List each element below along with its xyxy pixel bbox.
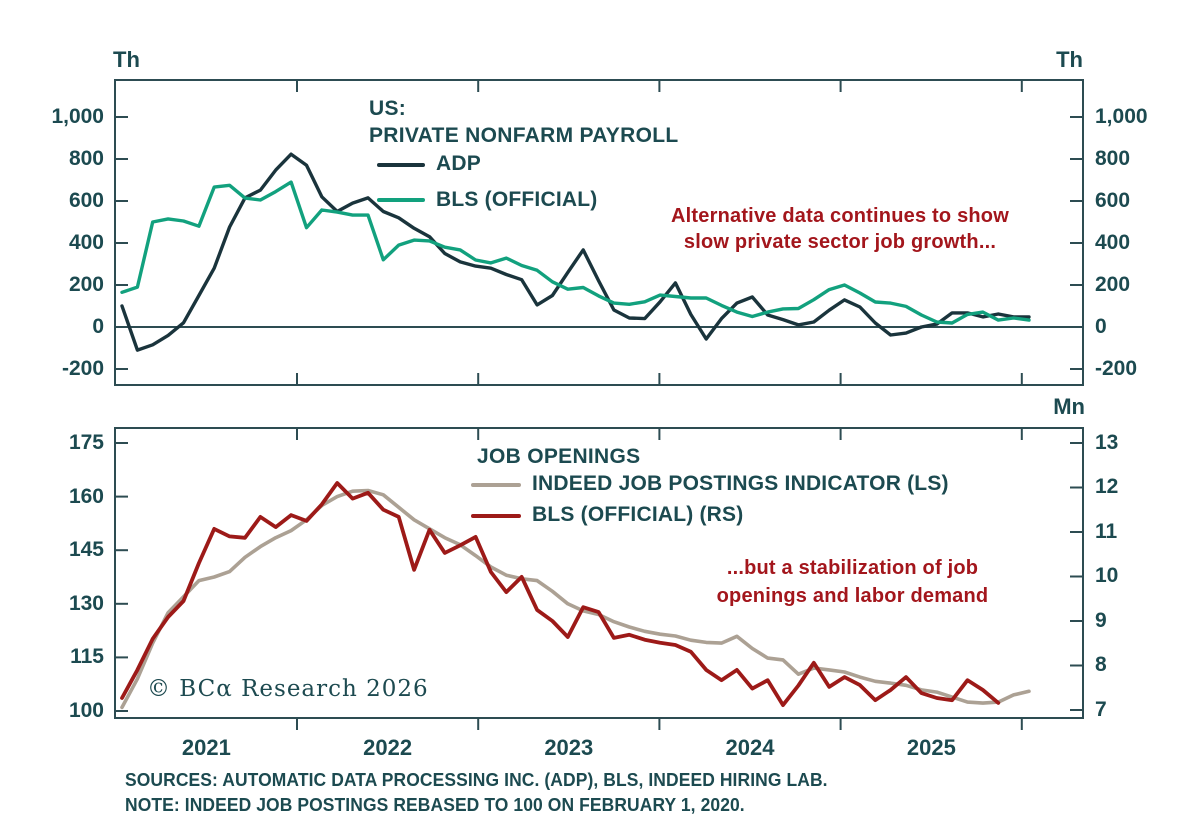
legend-label-indeed: INDEED JOB POSTINGS INDICATOR (LS) <box>532 472 949 495</box>
sources-note: SOURCES: AUTOMATIC DATA PROCESSING INC. … <box>125 770 828 790</box>
x-axis-year-label: 2022 <box>363 735 413 760</box>
y-axis-tick-label: -200 <box>1095 356 1138 380</box>
y-axis-tick-label: 160 <box>68 484 104 508</box>
bca-watermark: © BCα Research 2026 <box>147 676 429 702</box>
top-panel-unit-right: Th <box>1056 47 1083 72</box>
top-panel-title-line1: US: <box>369 97 407 120</box>
series-line-bls-official <box>120 180 1031 325</box>
legend-label-bls: BLS (OFFICIAL) <box>436 188 598 211</box>
bottom-panel-title: JOB OPENINGS <box>477 445 641 468</box>
series-line-adp <box>120 152 1031 352</box>
y-axis-tick-label: 130 <box>68 591 104 615</box>
y-axis-tick-label: 9 <box>1095 608 1107 632</box>
y-axis-tick-label: 100 <box>68 698 104 722</box>
x-axis-year-label: 2023 <box>544 735 594 760</box>
y-axis-tick-label: 200 <box>1095 272 1131 296</box>
y-axis-tick-label: 1,000 <box>1095 105 1148 128</box>
bottom-annotation-line1: ...but a stabilization of job <box>726 557 979 579</box>
y-axis-tick-label: 175 <box>68 431 104 454</box>
top-panel-title-line2: PRIVATE NONFARM PAYROLL <box>369 124 679 147</box>
y-axis-tick-label: 1,000 <box>51 105 104 128</box>
legend-label-adp: ADP <box>436 152 481 175</box>
y-axis-tick-label: 800 <box>68 147 104 170</box>
bls-rs-line-swatch <box>471 514 521 518</box>
y-axis-tick-label: 115 <box>70 645 104 669</box>
top-annotation-line1: Alternative data continues to show <box>671 205 1009 227</box>
y-axis-tick-label: 7 <box>1095 697 1107 721</box>
y-axis-tick-label: 0 <box>1095 314 1107 338</box>
top-annotation-line2: slow private sector job growth... <box>683 231 997 253</box>
bottom-panel-annotation: ...but a stabilization of job openings a… <box>640 554 1065 610</box>
y-axis-tick-label: 200 <box>68 272 104 296</box>
top-panel-title: US: PRIVATE NONFARM PAYROLL <box>369 95 678 149</box>
bls-line-swatch <box>377 198 425 202</box>
y-axis-tick-label: 600 <box>1095 189 1131 212</box>
y-axis-tick-label: 10 <box>1095 564 1119 588</box>
series-line-indeed-job-postings-indicator-ls <box>120 488 1031 710</box>
y-axis-tick-label: 13 <box>1095 430 1119 454</box>
series-line-bls-official-rs <box>120 481 1001 707</box>
y-axis-tick-label: 11 <box>1095 519 1118 543</box>
adp-line-swatch <box>377 163 425 167</box>
y-axis-tick-label: 800 <box>1095 147 1131 170</box>
y-axis-tick-label: 600 <box>68 189 104 212</box>
y-axis-tick-label: 145 <box>68 538 104 562</box>
bottom-panel-unit-right: Mn <box>1053 394 1085 419</box>
y-axis-tick-label: 400 <box>68 230 104 254</box>
y-axis-tick-label: 12 <box>1095 475 1119 499</box>
x-axis-year-label: 2021 <box>181 735 231 760</box>
rebase-note: NOTE: INDEED JOB POSTINGS REBASED TO 100… <box>125 795 745 815</box>
top-panel-annotation: Alternative data continues to show slow … <box>625 203 1055 255</box>
y-axis-tick-label: 0 <box>92 314 104 338</box>
indeed-line-swatch <box>471 483 521 487</box>
legend-label-bls-rs: BLS (OFFICIAL) (RS) <box>532 503 744 526</box>
y-axis-tick-label: 8 <box>1095 653 1107 677</box>
top-panel-unit-left: Th <box>113 47 140 72</box>
x-axis-year-label: 2024 <box>725 735 775 760</box>
y-axis-tick-label: -200 <box>61 356 104 380</box>
y-axis-tick-label: 400 <box>1095 230 1131 254</box>
bottom-annotation-line2: openings and labor demand <box>716 585 989 607</box>
x-axis-year-label: 2025 <box>906 735 956 760</box>
